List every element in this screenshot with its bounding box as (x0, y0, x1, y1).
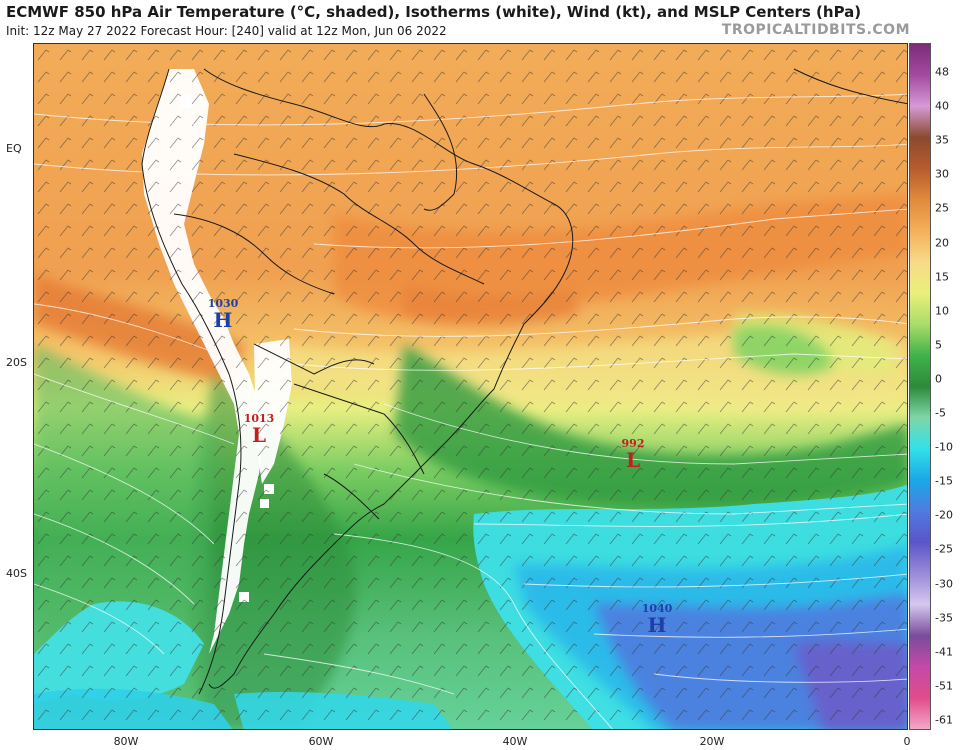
colorbar-tick-label: -10 (935, 440, 953, 454)
high-pressure-center: 1040 H (637, 602, 677, 637)
temperature-colorbar (909, 43, 931, 730)
colorbar-tick-label: 5 (935, 338, 942, 352)
pressure-value: 1013 (243, 412, 275, 425)
colorbar-tick-label: 48 (935, 65, 949, 79)
low-pressure-center: 992 L (613, 437, 653, 472)
high-pressure-center: 1030 H (203, 297, 243, 332)
colorbar-tick-label: 15 (935, 270, 949, 284)
colorbar-tick-label: -41 (935, 645, 953, 659)
colorbar-tick-label: 10 (935, 304, 949, 318)
chart-title: ECMWF 850 hPa Air Temperature (°C, shade… (6, 3, 862, 21)
pressure-letter: H (647, 613, 667, 637)
colorbar-tick-label: -61 (935, 713, 953, 727)
colorbar-tick-label: 30 (935, 167, 949, 181)
longitude-label-40w: 40W (502, 735, 528, 748)
pressure-letter: L (625, 448, 641, 472)
site-watermark: TROPICALTIDBITS.COM (721, 22, 910, 38)
colorbar-tick-label: -5 (935, 406, 946, 420)
colorbar-tick-label: -15 (935, 474, 953, 488)
temperature-field (34, 44, 907, 729)
colorbar-tick-label: 40 (935, 99, 949, 113)
colorbar-tick-label: 0 (935, 372, 942, 386)
pressure-value: 1040 (641, 602, 673, 615)
chart-header: ECMWF 850 hPa Air Temperature (°C, shade… (0, 0, 960, 44)
longitude-label-80w: 80W (113, 735, 139, 748)
colorbar-tick-label: -51 (935, 679, 953, 693)
colorbar-tick-label: 20 (935, 236, 949, 250)
colorbar-tick-label: -35 (935, 611, 953, 625)
low-pressure-center: 1013 L (239, 412, 279, 447)
colorbar-tick-label: -20 (935, 508, 953, 522)
longitude-label-60w: 60W (308, 735, 334, 748)
colorbar-tick-label: -25 (935, 542, 953, 556)
latitude-label-20s: 20S (6, 356, 27, 369)
colorbar-tick-label: 35 (935, 133, 949, 147)
pressure-value: 992 (621, 437, 645, 450)
pressure-letter: L (251, 423, 267, 447)
latitude-label-eq: EQ (6, 142, 22, 155)
pressure-letter: H (213, 308, 233, 332)
colorbar-tick-label: -30 (935, 577, 953, 591)
latitude-label-40s: 40S (6, 567, 27, 580)
weather-map (33, 43, 908, 730)
chart-subtitle: Init: 12z May 27 2022 Forecast Hour: [24… (6, 24, 447, 38)
pressure-value: 1030 (207, 297, 239, 310)
longitude-label-0: 0 (903, 735, 911, 748)
longitude-label-20w: 20W (699, 735, 725, 748)
colorbar-tick-label: 25 (935, 201, 949, 215)
